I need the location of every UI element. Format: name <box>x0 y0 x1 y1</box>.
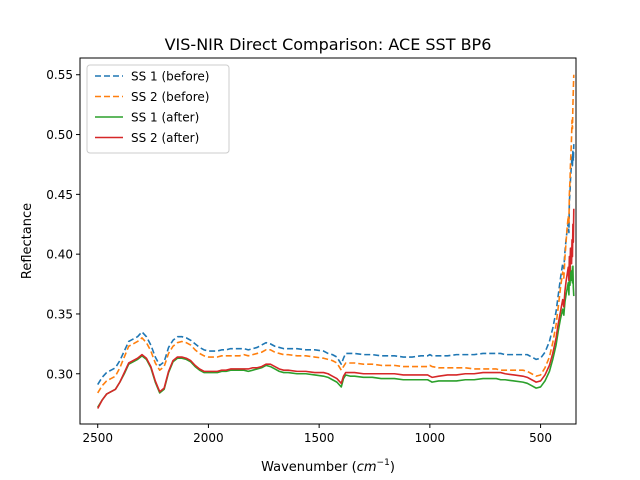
x-axis-label: Wavenumber (cm−1) <box>261 458 395 475</box>
y-tick-label: 0.55 <box>46 68 73 82</box>
series-layer <box>97 74 575 409</box>
chart-title: VIS-NIR Direct Comparison: ACE SST BP6 <box>165 35 492 54</box>
x-axis: 2500 2000 1500 1000 500 <box>82 424 552 445</box>
series-line-1 <box>97 144 575 385</box>
plot-frame <box>79 57 577 425</box>
x-axis-label-main: Wavenumber ( <box>261 460 357 475</box>
y-tick-label: 0.45 <box>46 188 73 202</box>
series-line-4 <box>97 208 575 409</box>
x-tick-label: 2000 <box>193 431 224 445</box>
y-axis-label: Reflectance <box>20 203 35 279</box>
legend: SS 1 (before) SS 2 (before) SS 1 (after) SS… <box>86 64 230 154</box>
series-line-3 <box>97 265 575 408</box>
x-axis-label-exponent: −1 <box>377 458 390 468</box>
y-tick-label: 0.40 <box>46 248 73 262</box>
legend-label-2: SS 2 (before) <box>131 90 209 104</box>
y-tick-label: 0.50 <box>46 128 73 142</box>
legend-frame <box>86 64 230 154</box>
legend-label-3: SS 1 (after) <box>131 111 199 125</box>
legend-label-1: SS 1 (before) <box>131 70 209 84</box>
x-tick-label: 1500 <box>304 431 335 445</box>
x-tick-label: 1000 <box>415 431 446 445</box>
x-axis-label-close: ) <box>390 460 395 475</box>
series-line-2 <box>97 74 575 394</box>
plot-area <box>79 57 577 425</box>
x-axis-label-unit: cm <box>357 460 377 475</box>
legend-label-4: SS 2 (after) <box>131 131 199 145</box>
y-tick-label: 0.30 <box>46 367 73 381</box>
x-tick-label: 2500 <box>82 431 113 445</box>
x-tick-label: 500 <box>529 431 552 445</box>
y-axis: 0.30 0.35 0.40 0.45 0.50 0.55 <box>46 68 80 381</box>
y-tick-label: 0.35 <box>46 307 73 321</box>
